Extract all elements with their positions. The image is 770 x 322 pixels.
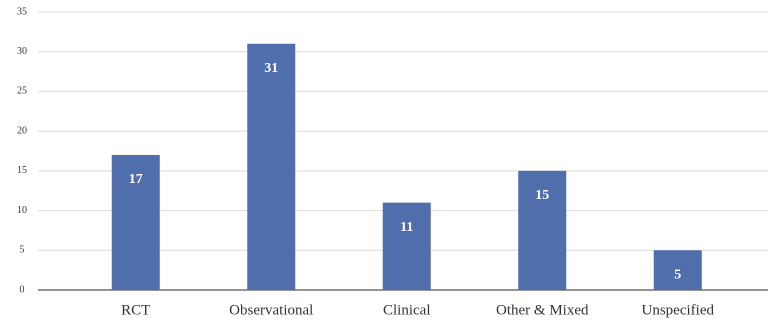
y-tick-label: 25 xyxy=(17,86,27,97)
bar xyxy=(653,250,702,290)
data-label: 15 xyxy=(535,188,549,203)
y-tick-label: 20 xyxy=(17,125,27,136)
x-tick-label: Observational xyxy=(229,302,313,318)
y-tick-label: 5 xyxy=(20,245,25,256)
data-label: 5 xyxy=(674,268,681,283)
y-tick-label: 10 xyxy=(17,205,27,216)
x-tick-label: Other & Mixed xyxy=(496,302,589,318)
data-label: 17 xyxy=(129,172,143,187)
y-tick-label: 30 xyxy=(17,46,27,57)
x-tick-label: Unspecified xyxy=(642,302,715,318)
x-tick-label: RCT xyxy=(121,302,150,318)
y-tick-label: 15 xyxy=(17,165,27,176)
x-tick-label: Clinical xyxy=(383,302,431,318)
data-label: 11 xyxy=(400,220,413,235)
bar xyxy=(382,202,431,290)
bar xyxy=(111,154,160,290)
y-tick-label: 35 xyxy=(17,6,27,17)
y-tick-label: 0 xyxy=(20,284,25,295)
data-label: 31 xyxy=(264,61,278,76)
bar xyxy=(518,170,567,290)
bar xyxy=(247,43,296,291)
